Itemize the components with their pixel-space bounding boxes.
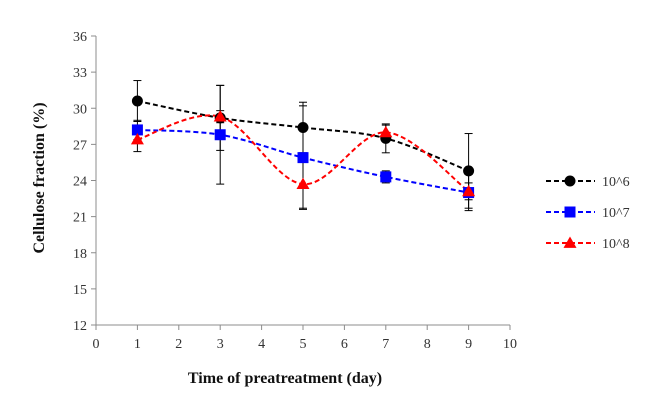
data-point (463, 165, 475, 177)
data-point (462, 184, 476, 197)
data-point (213, 110, 227, 122)
x-tick-label: 4 (258, 337, 265, 352)
y-tick-label: 21 (73, 211, 87, 226)
x-tick-label: 5 (300, 337, 307, 352)
y-tick-label: 18 (73, 247, 87, 262)
data-point (131, 124, 143, 136)
series-line-0 (137, 100, 469, 172)
x-tick-label: 3 (217, 337, 224, 352)
x-tick-label: 9 (465, 337, 472, 352)
legend-label: 10^6 (602, 175, 630, 190)
data-point (296, 177, 310, 189)
y-tick-label: 27 (73, 138, 87, 153)
y-axis-title: Cellulose fraction (%) (31, 102, 48, 253)
x-tick-label: 6 (341, 337, 348, 352)
x-tick-label: 2 (175, 337, 182, 352)
x-axis-title: Time of preatreatment (day) (188, 370, 382, 387)
legend-label: 10^7 (602, 206, 630, 221)
data-point (380, 171, 392, 183)
legend-marker (564, 206, 576, 218)
x-tick-label: 8 (424, 337, 431, 352)
data-point (130, 133, 144, 145)
x-tick-label: 1 (134, 337, 141, 352)
y-tick-label: 30 (73, 102, 87, 117)
series-group (130, 80, 476, 212)
legend-marker (564, 175, 576, 187)
x-tick-label: 0 (93, 337, 100, 352)
data-point (214, 129, 226, 141)
x-tick-label: 10 (503, 337, 517, 352)
error-bars (133, 80, 473, 212)
x-tick-label: 7 (382, 337, 389, 352)
y-tick-label: 36 (73, 30, 87, 45)
data-point (131, 95, 143, 107)
data-point (297, 122, 309, 134)
legend-marker (563, 236, 577, 248)
y-tick-label: 33 (73, 66, 87, 81)
axes (91, 35, 511, 330)
y-tick-label: 24 (73, 175, 87, 190)
legend: 10^6 10^7 10^8 (546, 175, 630, 252)
data-point (297, 152, 309, 164)
y-tick-label: 12 (73, 319, 87, 334)
legend-label: 10^8 (602, 237, 630, 252)
data-point (379, 125, 393, 138)
series-markers (130, 95, 476, 199)
y-tick-label: 15 (73, 283, 87, 298)
